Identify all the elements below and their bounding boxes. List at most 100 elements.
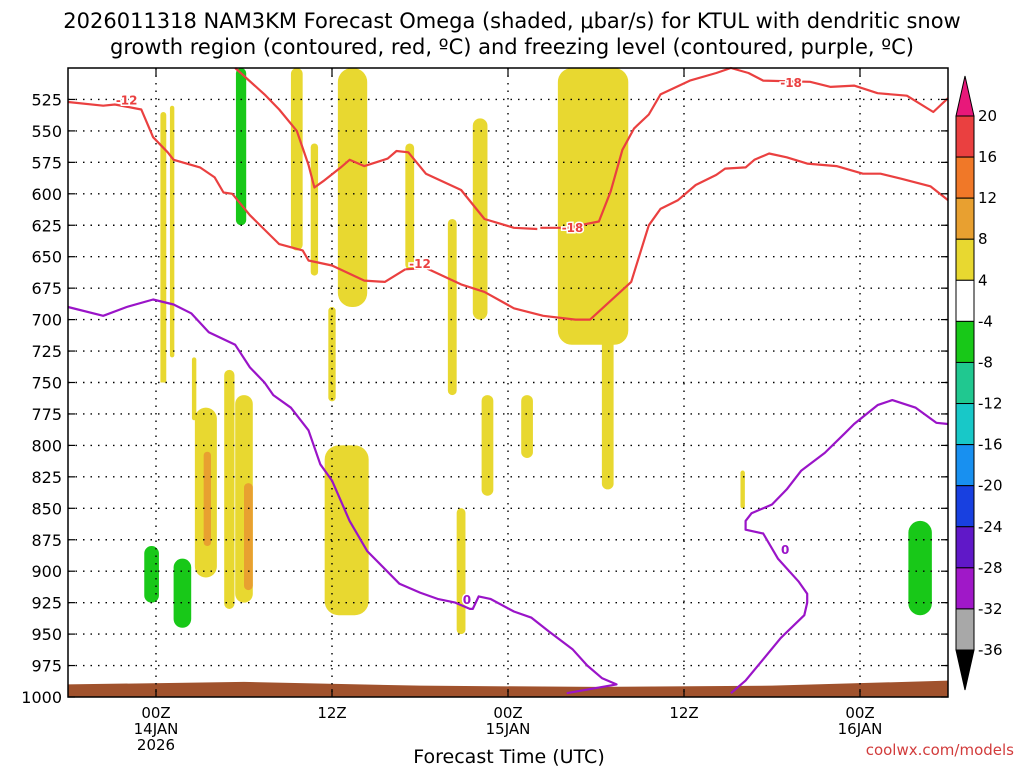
omega-region: [405, 143, 415, 270]
colorbar-label: -4: [978, 312, 993, 330]
colorbar-top-arrow: [955, 75, 975, 117]
y-tick-label: 900: [31, 562, 62, 581]
colorbar-label: 8: [978, 230, 988, 248]
colorbar: 20 16 12 8 4 -4 -8 -12 -16 -20 -24 -28 -32 -36: [955, 75, 1003, 691]
colorbar-swatch: [955, 608, 975, 651]
omega-region: [908, 520, 932, 616]
colorbar-swatch: [955, 197, 975, 240]
omega-region: [63, 520, 85, 635]
y-tick-label: 850: [31, 499, 62, 518]
omega-region: [481, 395, 494, 496]
y-tick-label: 1000: [21, 688, 62, 707]
colorbar-label: -28: [978, 559, 1003, 577]
omega-region: [310, 143, 319, 276]
minus12-isotherm: [67, 100, 406, 283]
freezing-level: [67, 298, 618, 695]
y-tick-label: 875: [31, 531, 62, 550]
y-tick-label: 625: [31, 216, 62, 235]
x-tick-label: 15JAN: [486, 720, 531, 738]
omega-region: [119, 382, 178, 653]
colorbar-label: 16: [978, 148, 997, 166]
x-tick-label: 12Z: [669, 704, 698, 722]
y-tick-label: 550: [31, 122, 62, 141]
contour-label: 0: [463, 593, 471, 607]
minus12-isotherm-c: [405, 152, 949, 321]
y-axis-ticks: 525 550 575 600 625 650 675 700 725 750 775 800 825 8…: [21, 90, 948, 707]
colorbar-swatch: [955, 485, 975, 528]
colorbar-swatch: [955, 361, 975, 405]
omega-region: [521, 395, 533, 458]
colorbar-swatch: [955, 320, 975, 363]
y-tick-label: 925: [31, 594, 62, 613]
y-tick-label: 725: [31, 342, 62, 361]
omega-region: [557, 68, 629, 345]
colorbar-label: -8: [978, 353, 993, 371]
omega-region: [740, 470, 745, 509]
y-tick-label: 575: [31, 153, 62, 172]
y-tick-label: 750: [31, 374, 62, 393]
colorbar-swatch: [955, 115, 975, 158]
colorbar-label: -32: [978, 600, 1003, 618]
x-tick-label: 00Z: [141, 704, 170, 722]
colorbar-bottom-arrow: [955, 649, 975, 691]
omega-region: [324, 445, 369, 616]
chart-title-line1: 2026011318 NAM3KM Forecast Omega (shaded…: [63, 9, 960, 33]
omega-region: [601, 319, 614, 490]
colorbar-label: 4: [978, 271, 988, 289]
colorbar-label: -12: [978, 395, 1003, 413]
y-tick-label: 775: [31, 405, 62, 424]
omega-region: [886, 319, 896, 433]
omega-region: [337, 68, 368, 308]
plot-background: [68, 68, 948, 697]
y-tick-label: 950: [31, 625, 62, 644]
omega-region: [290, 68, 303, 251]
omega-region: [224, 369, 235, 609]
colorbar-label: -24: [978, 518, 1003, 536]
y-tick-label: 700: [31, 311, 62, 330]
colorbar-swatch: [955, 403, 975, 446]
omega-region: [244, 483, 253, 591]
y-tick-label: 825: [31, 468, 62, 487]
omega-region: [235, 68, 247, 226]
x-tick-label: 00Z: [845, 704, 874, 722]
colorbar-label: -16: [978, 436, 1003, 454]
plot-area: [68, 68, 948, 697]
x-tick-label: 16JAN: [838, 720, 883, 738]
colorbar-label: -36: [978, 641, 1003, 659]
omega-region: [144, 546, 159, 603]
x-tick-label: 14JAN: [134, 720, 179, 738]
colorbar-swatch: [955, 567, 975, 610]
x-tick-label: 00Z: [493, 704, 522, 722]
colorbar-label: 20: [978, 107, 997, 125]
contour-label: -12: [116, 94, 138, 108]
omega-region: [456, 508, 466, 635]
minus12-isotherm-b: [234, 67, 538, 231]
site-credit: coolwx.com/models: [866, 741, 1014, 759]
colorbar-label: -20: [978, 477, 1003, 495]
contour-label: -18: [780, 76, 802, 90]
ground-surface: [68, 680, 948, 697]
x-tick-label: 2026: [137, 736, 175, 754]
ground-layer: [68, 680, 948, 697]
y-tick-label: 975: [31, 657, 62, 676]
omega-region: [191, 357, 197, 421]
y-tick-label: 800: [31, 436, 62, 455]
omega-region: [447, 218, 457, 396]
omega-region: [198, 68, 208, 169]
contour-label: 0: [781, 543, 789, 557]
x-tick-label: 12Z: [317, 704, 346, 722]
omega-region: [173, 558, 192, 628]
y-tick-label: 525: [31, 90, 62, 109]
y-tick-label: 675: [31, 279, 62, 298]
omega-region: [169, 105, 175, 358]
colorbar-swatch: [955, 444, 975, 487]
isotherm-contours: [67, 66, 949, 695]
colorbar-label: 12: [978, 189, 997, 207]
omega-shading: [63, 68, 934, 653]
contour-label: -18: [562, 221, 584, 235]
y-tick-label: 600: [31, 185, 62, 204]
colorbar-swatch: [955, 526, 975, 569]
omega-region: [472, 118, 488, 320]
